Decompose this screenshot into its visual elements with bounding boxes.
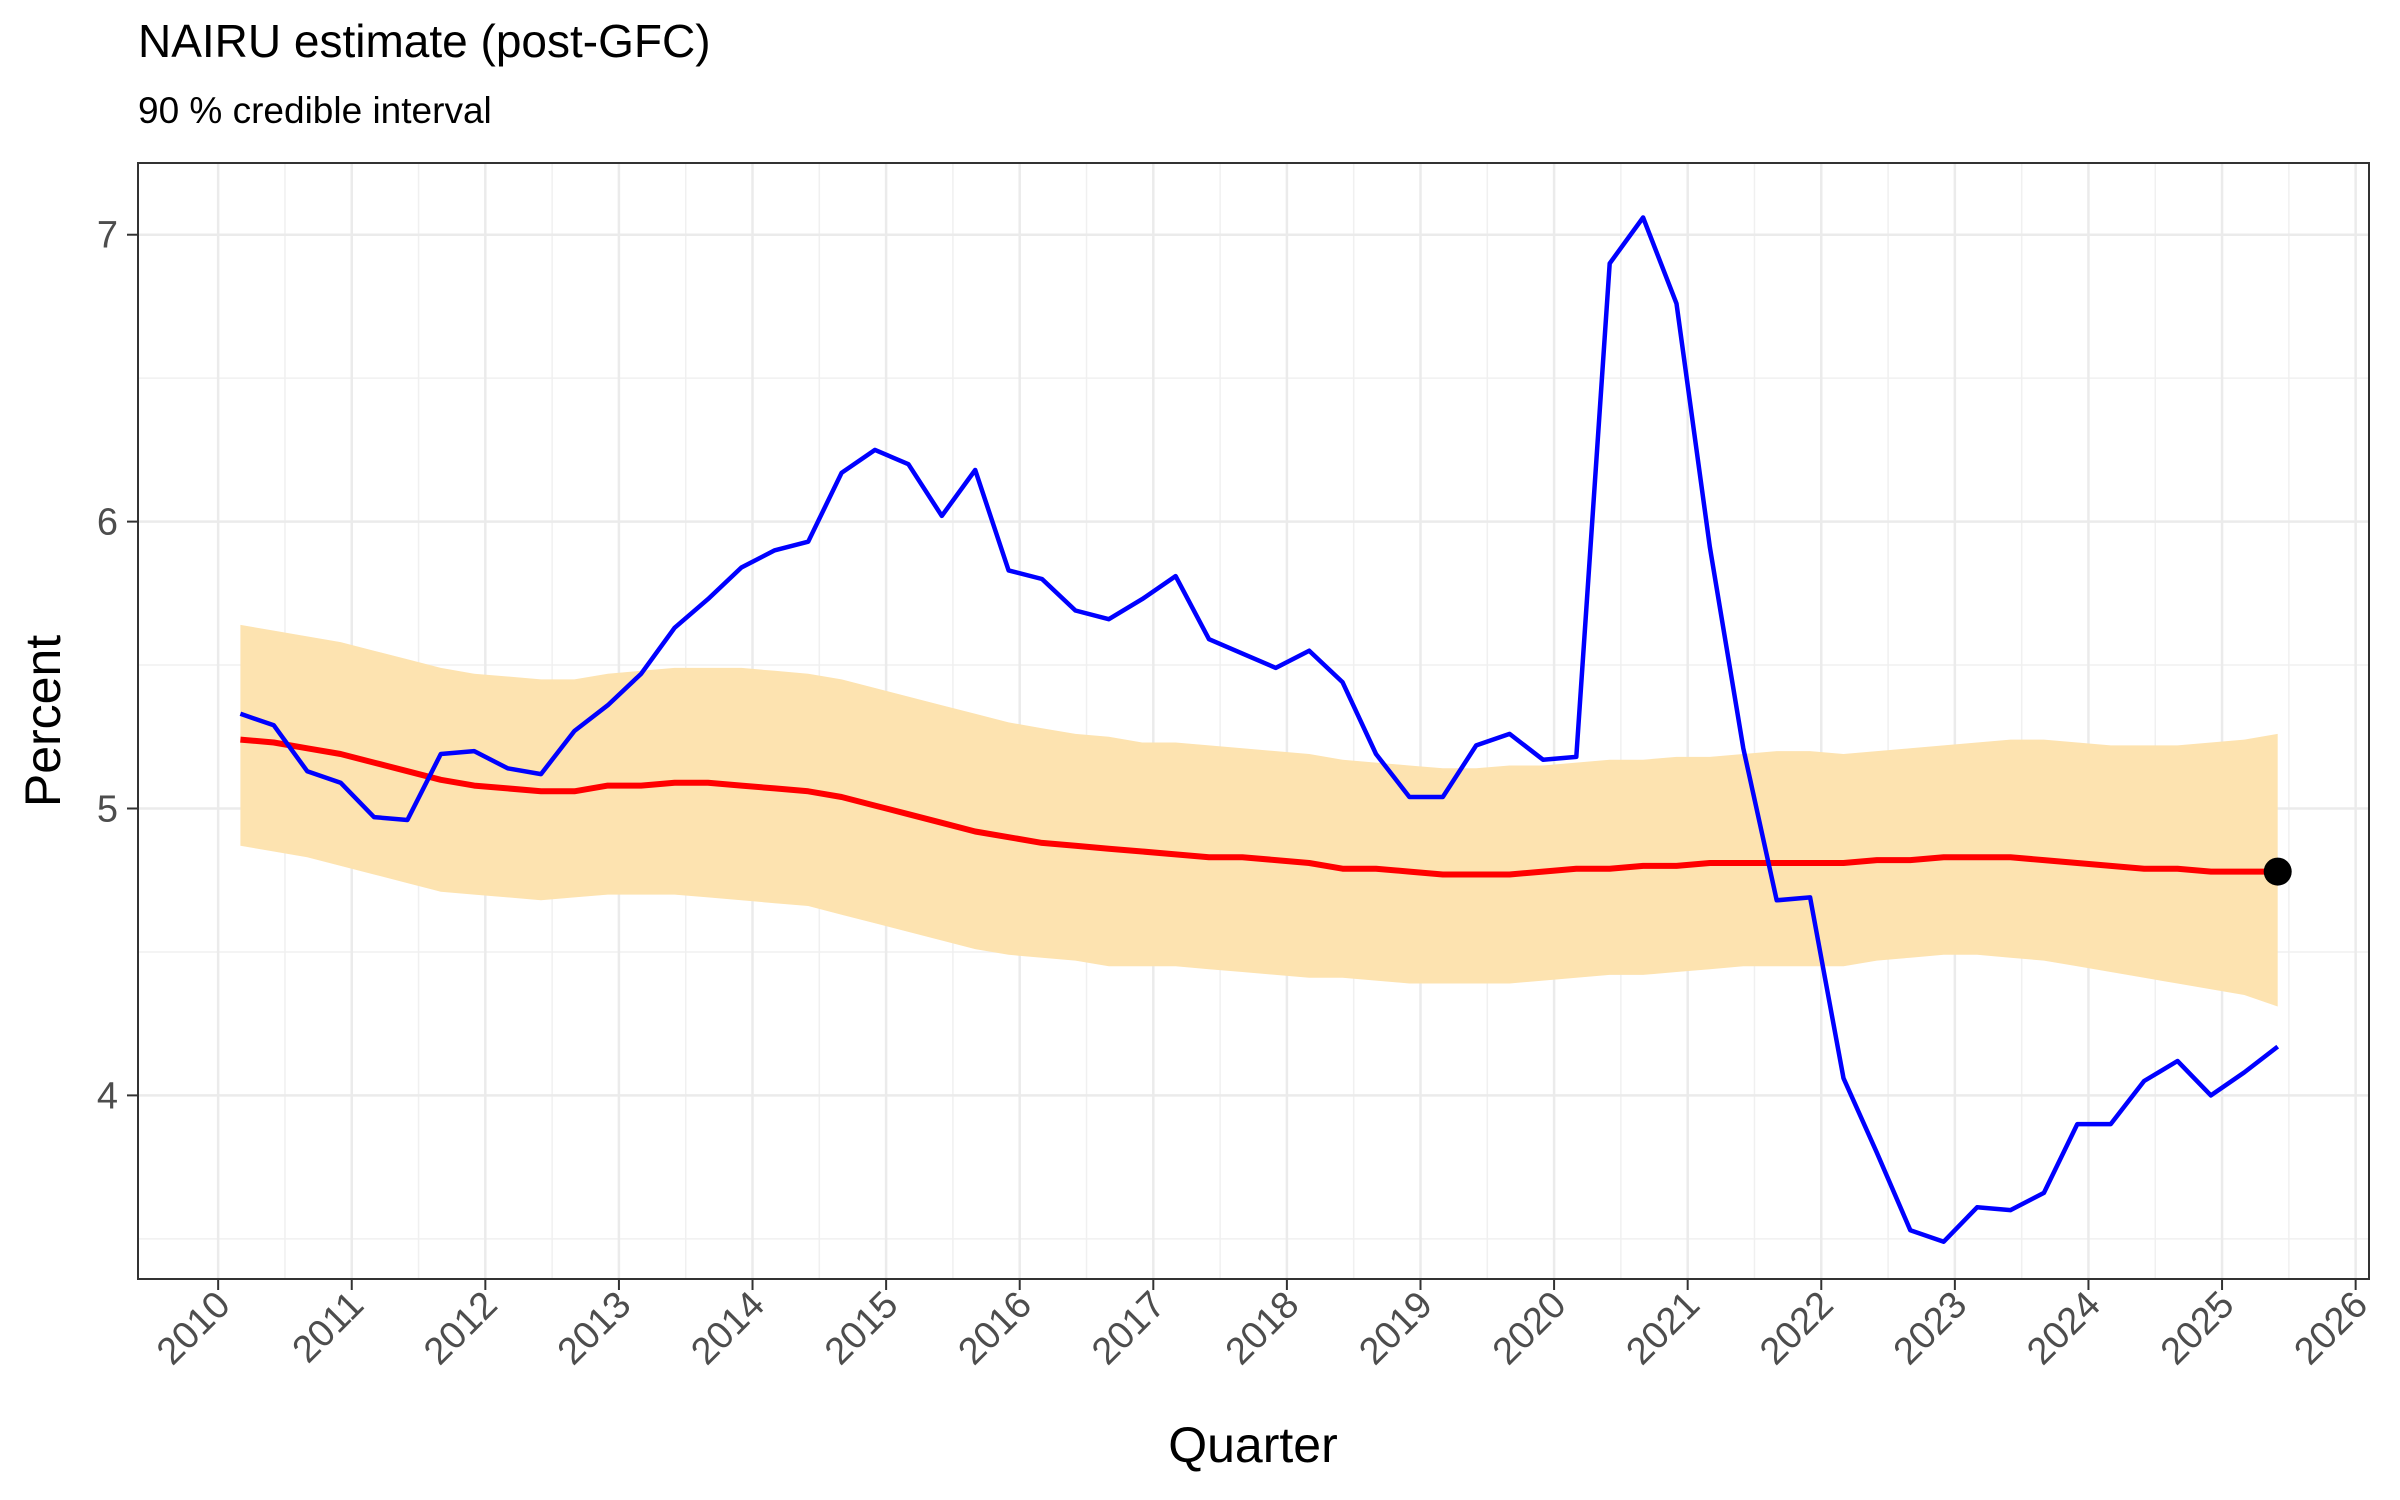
- x-tick-label: 2017: [1084, 1284, 1173, 1373]
- x-tick-label: 2016: [951, 1284, 1040, 1373]
- y-tick-label: 6: [97, 502, 118, 544]
- x-axis: 2010 2011 2012 2013 2014 2015 2016 2017 2018 2019…: [149, 1279, 2376, 1373]
- x-tick-label: 2026: [2287, 1284, 2376, 1373]
- x-tick-label: 2022: [1752, 1284, 1841, 1373]
- x-tick-label: 2015: [817, 1284, 906, 1373]
- endpoint-layer: [2263, 857, 2292, 886]
- y-axis: 4 5 6 7: [97, 215, 138, 1117]
- chart-title: NAIRU estimate (post-GFC): [138, 15, 711, 67]
- y-tick-label: 5: [97, 789, 118, 831]
- x-tick-label: 2020: [1485, 1284, 1574, 1373]
- latest-nairu-point: [2263, 857, 2292, 886]
- y-tick-label: 7: [97, 215, 118, 257]
- credible-interval-layer: [240, 624, 2278, 1007]
- x-tick-label: 2021: [1619, 1284, 1708, 1373]
- series-lines-layer: [239, 215, 2280, 1244]
- x-tick-label: 2012: [416, 1284, 505, 1373]
- unemployment-rate-line: [239, 215, 2280, 1244]
- plot-panel-border: [137, 162, 2370, 1280]
- nairu-line: [240, 736, 2278, 878]
- x-tick-label: 2025: [2153, 1284, 2242, 1373]
- y-axis-title: Percent: [15, 635, 71, 807]
- y-tick-label: 4: [97, 1075, 118, 1117]
- x-tick-label: 2010: [149, 1284, 238, 1373]
- x-tick-label: 2014: [683, 1284, 772, 1373]
- x-axis-title: Quarter: [1168, 1417, 1338, 1473]
- x-tick-label: 2011: [285, 1284, 372, 1371]
- x-tick-label: 2024: [2019, 1284, 2108, 1373]
- x-tick-label: 2018: [1218, 1284, 1307, 1373]
- x-tick-label: 2019: [1351, 1284, 1440, 1373]
- chart-subtitle: 90 % credible interval: [138, 90, 492, 131]
- x-tick-label: 2023: [1886, 1284, 1975, 1373]
- credible-interval-band: [240, 624, 2278, 1007]
- x-tick-label: 2013: [550, 1284, 639, 1373]
